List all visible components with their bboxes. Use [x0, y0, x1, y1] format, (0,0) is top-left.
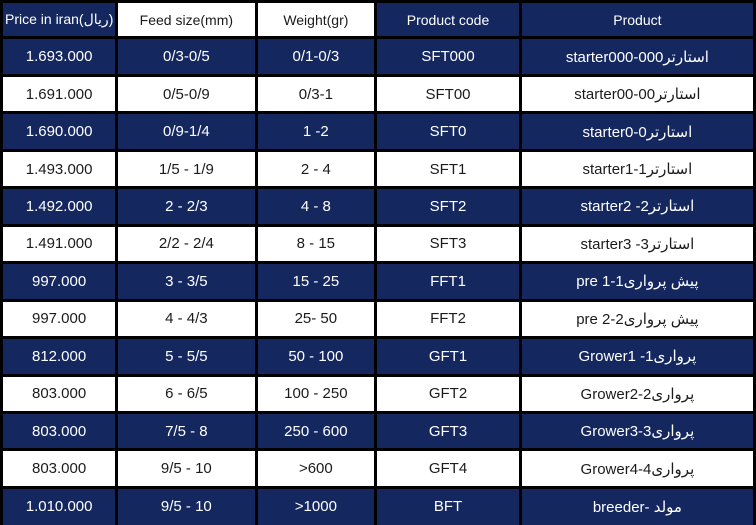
cell-weight: 4 - 8 [254, 186, 378, 227]
cell-product: starter00-00استارتر [518, 73, 756, 115]
cell-product-code: SFT2 [374, 186, 522, 227]
cell-product: starter3 -3استارتر [518, 223, 756, 265]
cell-weight: 15 - 25 [254, 261, 378, 302]
cell-feed-size: 5 - 5/5 [115, 336, 258, 377]
cell-price: 812.000 [0, 336, 119, 377]
cell-product: pre 1-1پیش پرواری [518, 261, 756, 302]
table-row: 1.010.000 9/5 - 10 >1000 BFT breeder- مو… [0, 485, 756, 525]
cell-product-code: FFT1 [374, 261, 522, 302]
cell-product-code: GFT3 [374, 410, 522, 452]
cell-price: 803.000 [0, 373, 119, 414]
cell-product-code: SFT000 [374, 36, 522, 77]
table-row: 1.493.000 1/5 - 1/9 2 - 4 SFT1 starter1-… [0, 148, 756, 190]
table-row: 997.000 4 - 4/3 25- 50 FFT2 pre 2-2پیش پ… [0, 298, 756, 340]
cell-product: starter000-000استارتر [518, 36, 756, 77]
cell-weight: >600 [254, 448, 378, 489]
column-header-feed-size: Feed size(mm) [115, 0, 258, 40]
cell-feed-size: 1/5 - 1/9 [115, 148, 258, 190]
cell-feed-size: 0/9-1/4 [115, 111, 258, 152]
cell-price: 1.491.000 [0, 223, 119, 265]
cell-product-code: SFT1 [374, 148, 522, 190]
cell-feed-size: 6 - 6/5 [115, 373, 258, 414]
cell-product: breeder- مولد [518, 485, 756, 525]
cell-feed-size: 4 - 4/3 [115, 298, 258, 340]
cell-product: pre 2-2پیش پرواری [518, 298, 756, 340]
cell-feed-size: 3 - 3/5 [115, 261, 258, 302]
table-header-row: Price in iran(ریال) Feed size(mm) Weight… [0, 0, 756, 40]
cell-product-code: SFT0 [374, 111, 522, 152]
cell-price: 1.693.000 [0, 36, 119, 77]
column-header-product: Product [518, 0, 756, 40]
table-row: 997.000 3 - 3/5 15 - 25 FFT1 pre 1-1پیش … [0, 261, 756, 302]
cell-product: starter0-0استارتر [518, 111, 756, 152]
cell-weight: 50 - 100 [254, 336, 378, 377]
cell-weight: 8 - 15 [254, 223, 378, 265]
cell-price: 1.492.000 [0, 186, 119, 227]
cell-weight: 100 - 250 [254, 373, 378, 414]
cell-product-code: FFT2 [374, 298, 522, 340]
cell-weight: >1000 [254, 485, 378, 525]
cell-feed-size: 9/5 - 10 [115, 485, 258, 525]
cell-weight: 0/3-1 [254, 73, 378, 115]
cell-price: 803.000 [0, 410, 119, 452]
table-row: 1.691.000 0/5-0/9 0/3-1 SFT00 starter00-… [0, 73, 756, 115]
table-row: 1.690.000 0/9-1/4 1 -2 SFT0 starter0-0اس… [0, 111, 756, 152]
cell-price: 997.000 [0, 298, 119, 340]
cell-feed-size: 2/2 - 2/4 [115, 223, 258, 265]
cell-feed-size: 2 - 2/3 [115, 186, 258, 227]
cell-weight: 1 -2 [254, 111, 378, 152]
cell-product-code: GFT1 [374, 336, 522, 377]
table-row: 1.491.000 2/2 - 2/4 8 - 15 SFT3 starter3… [0, 223, 756, 265]
table-row: 803.000 6 - 6/5 100 - 250 GFT2 Grower2-2… [0, 373, 756, 414]
cell-product: Grower3-3پرواری [518, 410, 756, 452]
cell-price: 1.010.000 [0, 485, 119, 525]
cell-weight: 0/1-0/3 [254, 36, 378, 77]
column-header-weight: Weight(gr) [254, 0, 378, 40]
cell-weight: 250 - 600 [254, 410, 378, 452]
cell-feed-size: 7/5 - 8 [115, 410, 258, 452]
cell-product-code: BFT [374, 485, 522, 525]
cell-price: 1.493.000 [0, 148, 119, 190]
cell-product: Grower2-2پرواری [518, 373, 756, 414]
table-row: 1.492.000 2 - 2/3 4 - 8 SFT2 starter2 -2… [0, 186, 756, 227]
table-row: 803.000 9/5 - 10 >600 GFT4 Grower4-4پروا… [0, 448, 756, 489]
cell-price: 803.000 [0, 448, 119, 489]
cell-product-code: GFT4 [374, 448, 522, 489]
table-row: 812.000 5 - 5/5 50 - 100 GFT1 Grower1 -1… [0, 336, 756, 377]
cell-feed-size: 9/5 - 10 [115, 448, 258, 489]
cell-weight: 25- 50 [254, 298, 378, 340]
column-header-product-code: Product code [374, 0, 522, 40]
cell-product: starter1-1استارتر [518, 148, 756, 190]
table-row: 803.000 7/5 - 8 250 - 600 GFT3 Grower3-3… [0, 410, 756, 452]
cell-product: Grower1 -1پرواری [518, 336, 756, 377]
cell-price: 1.690.000 [0, 111, 119, 152]
cell-product-code: SFT3 [374, 223, 522, 265]
cell-feed-size: 0/5-0/9 [115, 73, 258, 115]
cell-price: 997.000 [0, 261, 119, 302]
column-header-price: Price in iran(ریال) [0, 0, 119, 40]
cell-feed-size: 0/3-0/5 [115, 36, 258, 77]
cell-product: Grower4-4پرواری [518, 448, 756, 489]
cell-price: 1.691.000 [0, 73, 119, 115]
cell-product-code: SFT00 [374, 73, 522, 115]
cell-product: starter2 -2استارتر [518, 186, 756, 227]
cell-product-code: GFT2 [374, 373, 522, 414]
table-row: 1.693.000 0/3-0/5 0/1-0/3 SFT000 starter… [0, 36, 756, 77]
cell-weight: 2 - 4 [254, 148, 378, 190]
